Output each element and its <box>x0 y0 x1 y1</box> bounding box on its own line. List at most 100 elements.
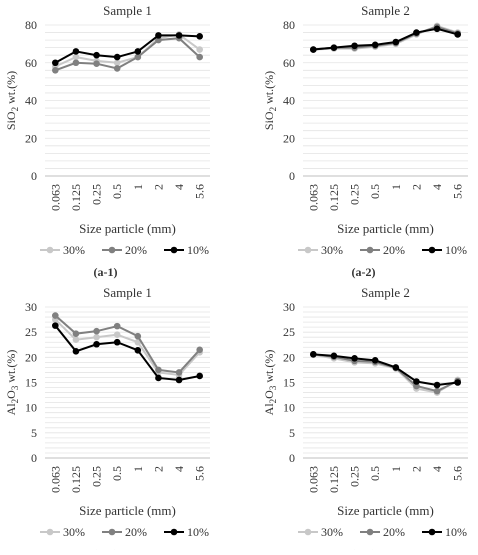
y-tick-label: 15 <box>25 376 37 390</box>
data-point <box>175 32 183 39</box>
y-tick-label: 10 <box>283 401 295 415</box>
data-point <box>52 312 59 319</box>
legend-label: 30% <box>321 525 343 539</box>
y-axis-label-part: 3 <box>10 385 20 390</box>
data-point <box>134 48 142 55</box>
data-point <box>351 355 358 362</box>
data-point <box>155 36 162 44</box>
y-tick-label: 20 <box>25 131 37 145</box>
x-tick-label: 0.125 <box>327 184 341 211</box>
data-point <box>113 59 121 67</box>
legend-label: 20% <box>125 243 147 257</box>
data-point <box>371 357 379 364</box>
data-point <box>392 38 400 46</box>
x-tick-label: 4 <box>172 184 186 190</box>
data-point <box>196 33 203 40</box>
data-point <box>371 41 379 49</box>
data-point <box>72 336 80 344</box>
x-tick-label: 4 <box>172 466 186 472</box>
legend-marker <box>46 528 54 536</box>
data-point <box>134 53 142 61</box>
y-tick-label: 80 <box>25 18 37 32</box>
data-point <box>113 331 121 338</box>
x-tick-label: 4 <box>430 184 444 190</box>
y-axis-label-part: 2 <box>268 399 278 404</box>
data-point <box>433 381 441 389</box>
y-axis-label-part: O <box>4 390 18 399</box>
x-tick-label: 0.125 <box>327 466 341 493</box>
legend-marker <box>46 246 54 254</box>
x-tick-label: 2 <box>409 466 423 472</box>
data-point <box>392 364 400 371</box>
x-tick-label: 0.063 <box>306 466 320 493</box>
data-point <box>454 31 461 38</box>
legend-label: 20% <box>383 243 405 257</box>
y-tick-label: 0 <box>289 169 295 183</box>
y-axis-label-part: 2 <box>10 107 20 112</box>
x-axis-label: Size particle (mm) <box>337 503 434 518</box>
x-tick-label: 5.6 <box>193 466 207 481</box>
data-point <box>413 378 420 385</box>
y-axis-label-part: wt.(%) <box>262 71 276 107</box>
y-tick-label: 30 <box>25 300 37 314</box>
chart-title: Sample 2 <box>361 285 410 300</box>
y-tick-label: 20 <box>25 350 37 364</box>
x-tick-label: 1 <box>389 184 403 190</box>
legend-marker <box>170 246 178 254</box>
x-tick-label: 0.25 <box>348 466 362 487</box>
series-line-10% <box>54 324 200 381</box>
data-point <box>93 51 100 59</box>
data-point <box>433 387 441 395</box>
data-point <box>196 372 203 380</box>
x-axis-label: Size particle (mm) <box>337 221 434 236</box>
legend-marker <box>428 528 436 536</box>
data-point <box>72 59 80 67</box>
legend-marker <box>108 528 116 536</box>
data-point <box>72 347 80 355</box>
legend-marker <box>366 246 374 254</box>
data-point <box>93 340 100 348</box>
legend-label: 10% <box>445 243 467 257</box>
legend-label: 30% <box>63 525 85 539</box>
data-point <box>196 346 203 354</box>
y-axis-label-part: wt.(%) <box>4 71 18 107</box>
legend-label: 30% <box>321 243 343 257</box>
x-tick-label: 1 <box>131 184 145 190</box>
data-point <box>196 53 203 61</box>
y-tick-label: 0 <box>289 451 295 465</box>
x-axis-label: Size particle (mm) <box>79 503 176 518</box>
chart-title: Sample 1 <box>103 3 152 18</box>
x-tick-label: 2 <box>409 184 423 190</box>
x-tick-label: 0.063 <box>48 184 62 211</box>
panel-label: (a-1) <box>94 265 118 279</box>
data-point <box>155 374 162 382</box>
data-point <box>134 346 142 354</box>
y-axis-label-part: SiO <box>4 111 18 130</box>
y-axis-label-part: O <box>262 390 276 399</box>
x-tick-label: 0.5 <box>368 184 382 199</box>
x-tick-label: 0.125 <box>69 466 83 493</box>
legend-label: 10% <box>187 243 209 257</box>
x-tick-label: 0.25 <box>90 466 104 487</box>
x-tick-label: 0.25 <box>90 184 104 205</box>
x-tick-label: 0.5 <box>110 466 124 481</box>
data-point <box>351 42 358 50</box>
x-tick-label: 1 <box>131 466 145 472</box>
y-tick-label: 60 <box>283 56 295 70</box>
data-point <box>93 327 100 335</box>
data-point <box>330 44 338 51</box>
data-point <box>93 60 100 67</box>
series-line-30% <box>54 318 201 377</box>
x-tick-label: 2 <box>151 184 165 190</box>
data-point <box>72 330 80 337</box>
x-tick-label: 0.5 <box>368 466 382 481</box>
data-point <box>113 322 121 330</box>
data-point <box>113 65 121 72</box>
x-tick-label: 0.125 <box>69 184 83 211</box>
legend-marker <box>108 246 116 254</box>
y-tick-label: 25 <box>25 325 37 339</box>
data-point <box>155 32 162 39</box>
